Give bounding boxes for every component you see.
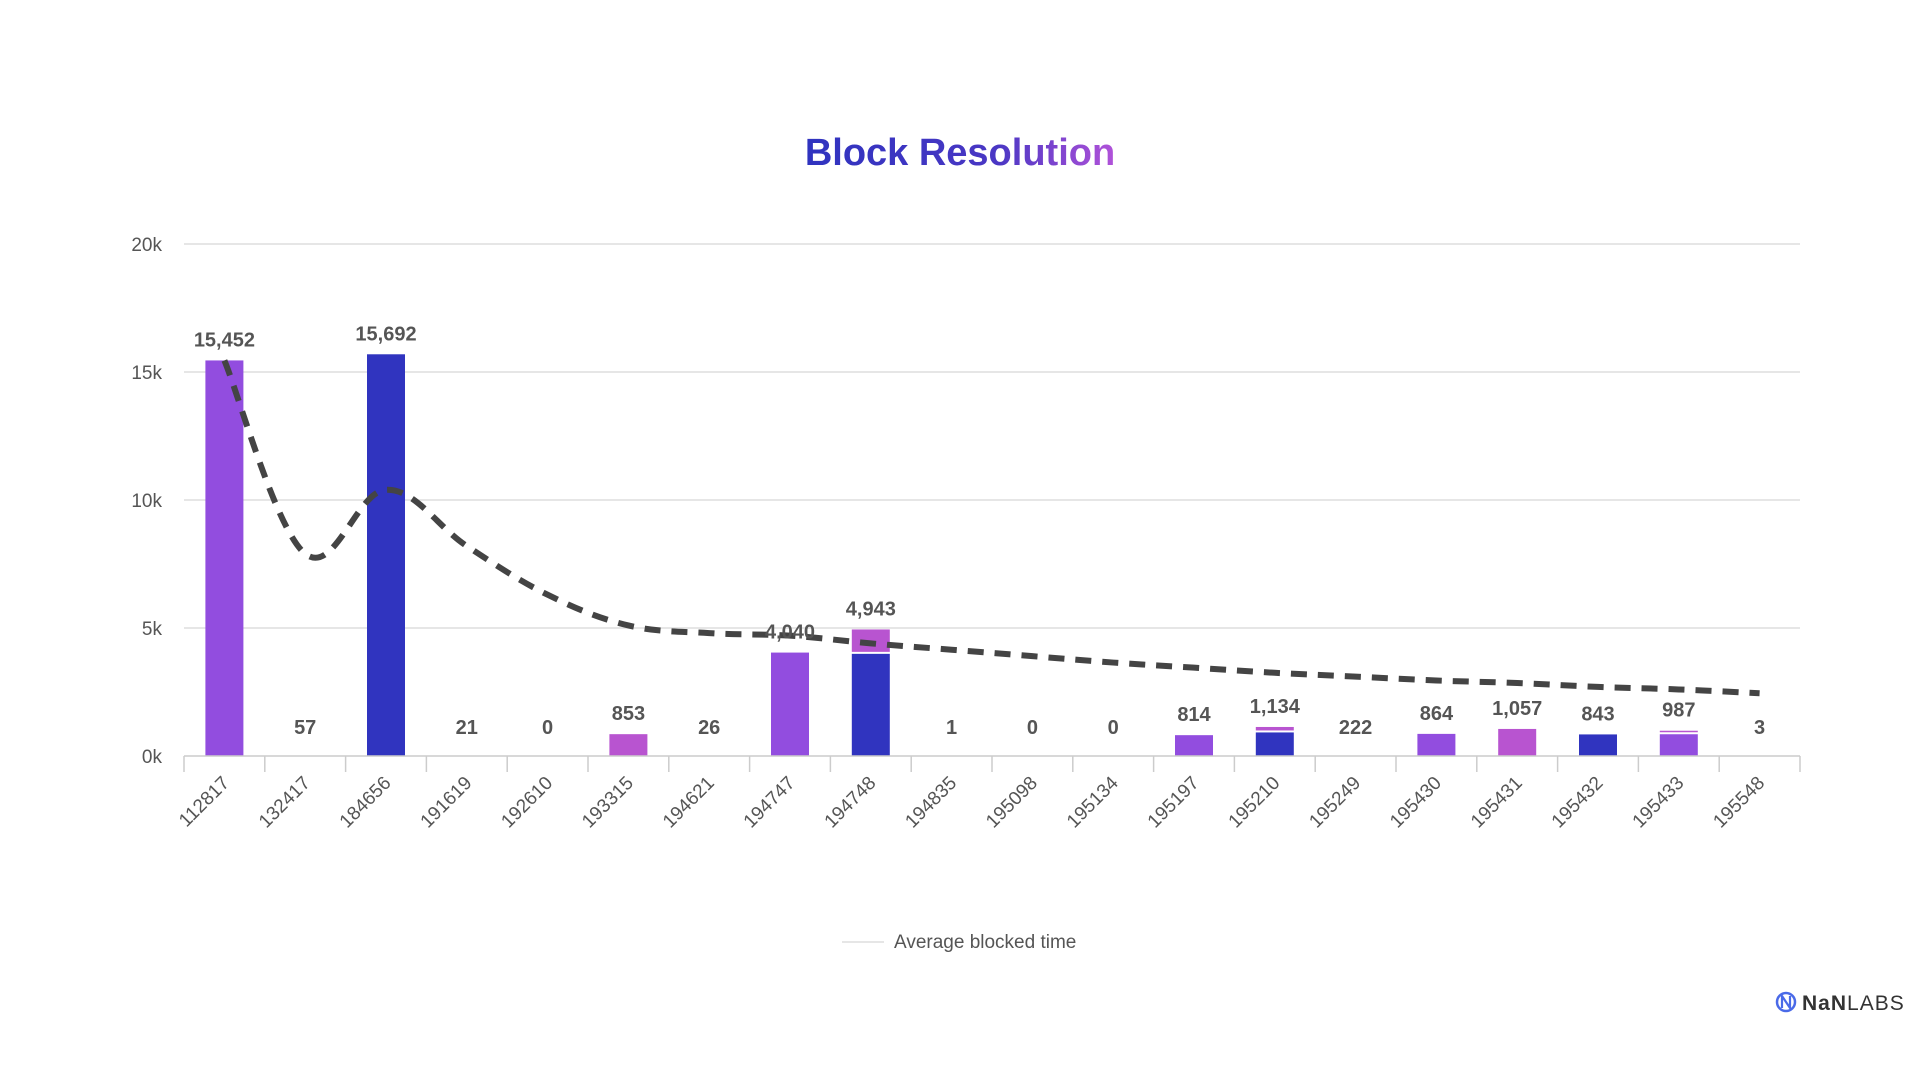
bar-195210 bbox=[1255, 726, 1294, 731]
bar-195210 bbox=[1255, 732, 1294, 756]
x-tick-label: 195548 bbox=[1709, 773, 1769, 833]
data-label: 21 bbox=[456, 717, 478, 739]
data-label: 843 bbox=[1581, 703, 1614, 725]
svg-text:NaNLABS: NaNLABS bbox=[1802, 992, 1905, 1015]
x-axis bbox=[183, 755, 1801, 772]
bars bbox=[205, 354, 1698, 756]
x-tick-label: 193315 bbox=[578, 773, 638, 833]
data-label: 222 bbox=[1339, 717, 1372, 739]
data-label: 15,452 bbox=[194, 329, 255, 351]
data-label: 4,943 bbox=[846, 598, 896, 620]
x-tick-label: 194747 bbox=[740, 773, 800, 833]
y-tick-label: 20k bbox=[131, 235, 162, 256]
average-blocked-time-line bbox=[221, 359, 1760, 697]
data-label: 0 bbox=[1108, 717, 1119, 739]
bar-195433 bbox=[1659, 730, 1698, 733]
data-label: 26 bbox=[698, 717, 720, 739]
bar-112817 bbox=[205, 360, 244, 756]
y-axis-ticks: 0k 5k 10k 15k 20k bbox=[131, 235, 162, 768]
x-tick-label: 195430 bbox=[1386, 773, 1446, 833]
bar-194748 bbox=[851, 653, 890, 756]
data-label: 1,134 bbox=[1250, 696, 1301, 718]
data-label: 15,692 bbox=[355, 323, 416, 345]
bar-195431 bbox=[1498, 728, 1537, 756]
x-tick-label: 194621 bbox=[659, 773, 719, 833]
x-tick-label: 194748 bbox=[821, 773, 881, 833]
bar-193315 bbox=[609, 734, 648, 756]
x-tick-label: 195098 bbox=[982, 773, 1042, 833]
x-tick-label: 194835 bbox=[901, 773, 961, 833]
x-tick-label: 191619 bbox=[417, 773, 477, 833]
brand-name-suffix: LABS bbox=[1847, 992, 1905, 1015]
data-label: 987 bbox=[1662, 700, 1695, 722]
legend: Average blocked time bbox=[842, 932, 1076, 953]
data-label: 1,057 bbox=[1492, 698, 1542, 720]
bar-195430 bbox=[1417, 733, 1456, 756]
x-tick-label: 132417 bbox=[255, 773, 315, 833]
bar-195197 bbox=[1175, 735, 1213, 756]
x-tick-label: 112817 bbox=[175, 773, 234, 832]
brand-name-prefix: NaN bbox=[1802, 992, 1847, 1015]
x-tick-label: 195433 bbox=[1629, 773, 1689, 833]
nanlabs-logo-icon bbox=[1775, 991, 1797, 1013]
chart-title: Block Resolution bbox=[805, 132, 1115, 174]
data-label: 814 bbox=[1177, 704, 1211, 726]
data-label: 3 bbox=[1754, 717, 1765, 739]
average-line bbox=[221, 359, 1760, 697]
brand-logo: NaNLABS bbox=[1775, 991, 1905, 1015]
x-tick-label: 195431 bbox=[1467, 773, 1527, 833]
gridlines bbox=[184, 243, 1800, 629]
data-label: 0 bbox=[1027, 717, 1038, 739]
x-tick-label: 195249 bbox=[1305, 773, 1365, 833]
y-tick-label: 10k bbox=[131, 491, 162, 512]
data-label: 0 bbox=[542, 717, 553, 739]
x-tick-label: 192610 bbox=[497, 773, 557, 833]
y-tick-label: 0k bbox=[142, 747, 163, 768]
data-label: 864 bbox=[1420, 703, 1454, 725]
bar-184656 bbox=[367, 354, 405, 756]
x-tick-label: 195197 bbox=[1144, 773, 1204, 833]
x-axis-tick-labels: 112817 132417 184656 191619 192610 193315 1946… bbox=[175, 772, 1769, 832]
x-tick-label: 195432 bbox=[1548, 773, 1608, 833]
bar-195433 bbox=[1659, 734, 1698, 756]
bar-195432 bbox=[1579, 734, 1617, 756]
data-label: 853 bbox=[612, 703, 645, 725]
data-label: 1 bbox=[946, 717, 957, 739]
legend-label-average-blocked-time: Average blocked time bbox=[894, 932, 1076, 953]
data-labels: 15,452 57 15,692 21 0 853 26 4,040 4,943 1 0 0 814 1,… bbox=[194, 323, 1765, 739]
bar-194747 bbox=[771, 652, 809, 756]
x-tick-label: 195134 bbox=[1063, 772, 1123, 832]
x-tick-label: 184656 bbox=[336, 773, 396, 833]
y-tick-label: 5k bbox=[142, 619, 163, 640]
y-tick-label: 15k bbox=[131, 363, 162, 384]
x-tick-label: 195210 bbox=[1225, 773, 1285, 833]
data-label: 57 bbox=[294, 717, 316, 739]
data-label: 4,040 bbox=[765, 622, 815, 644]
